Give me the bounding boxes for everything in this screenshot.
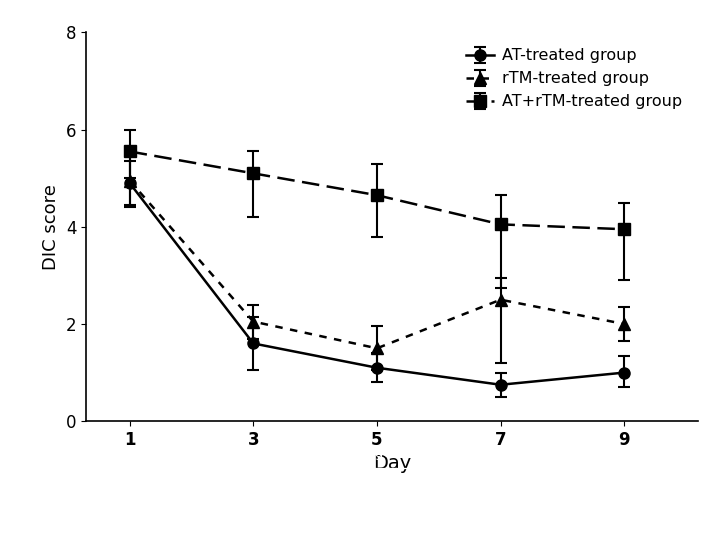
- X-axis label: Day: Day: [373, 455, 412, 474]
- Text: Gut Liver. 2013 May;7(3):363-370: Gut Liver. 2013 May;7(3):363-370: [11, 512, 236, 525]
- Text: Use of Antithrombin and Thrombomodulin in the Management of Disseminated: Use of Antithrombin and Thrombomodulin i…: [11, 447, 539, 460]
- Text: Intravascular Coagulation in Patients with Acute Cholangitis: Intravascular Coagulation in Patients wi…: [11, 480, 410, 493]
- Y-axis label: DIC score: DIC score: [42, 184, 60, 270]
- Legend: AT-treated group, rTM-treated group, AT+rTM-treated group: AT-treated group, rTM-treated group, AT+…: [458, 40, 690, 117]
